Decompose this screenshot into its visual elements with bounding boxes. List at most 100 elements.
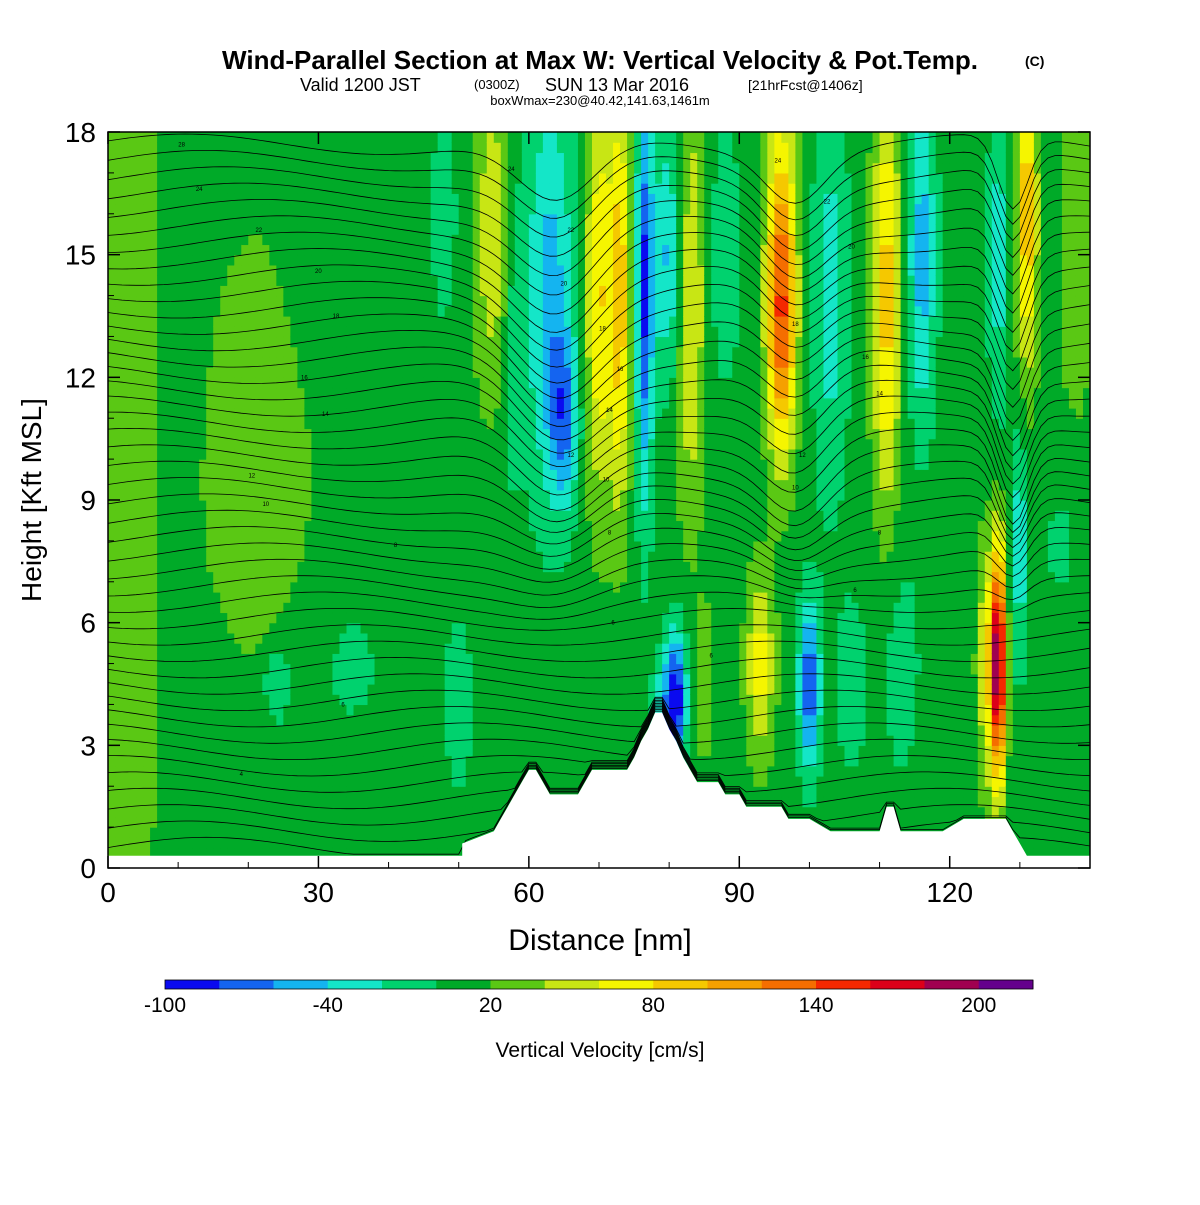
velocity-cell xyxy=(318,551,327,562)
velocity-cell xyxy=(500,213,509,225)
velocity-cell xyxy=(171,806,179,818)
velocity-cell xyxy=(108,193,116,205)
velocity-cell xyxy=(353,500,362,511)
velocity-cell xyxy=(563,714,572,726)
velocity-cell xyxy=(395,428,404,440)
velocity-cell xyxy=(374,551,383,562)
velocity-cell xyxy=(493,326,502,338)
velocity-cell xyxy=(577,356,586,368)
velocity-cell xyxy=(353,142,362,154)
velocity-cell xyxy=(437,295,446,307)
velocity-cell xyxy=(185,285,193,297)
velocity-cell xyxy=(542,622,551,634)
velocity-cell xyxy=(556,755,565,767)
velocity-cell xyxy=(332,387,341,399)
velocity-cell xyxy=(199,448,207,460)
velocity-cell xyxy=(234,684,242,695)
velocity-cell xyxy=(444,602,453,614)
velocity-cell xyxy=(290,704,298,716)
velocity-cell xyxy=(206,448,214,460)
velocity-cell xyxy=(339,459,348,470)
velocity-cell xyxy=(458,193,467,205)
velocity-cell xyxy=(458,469,467,481)
velocity-cell xyxy=(430,213,439,225)
plot-area: 2824222018161412108642422201816141210866… xyxy=(108,132,1090,868)
velocity-cell xyxy=(584,326,593,338)
velocity-cell xyxy=(563,724,572,736)
velocity-cell xyxy=(542,387,551,399)
velocity-cell xyxy=(206,827,214,838)
velocity-cell xyxy=(248,152,256,164)
velocity-cell xyxy=(297,704,305,716)
velocity-cell xyxy=(332,326,341,338)
velocity-cell xyxy=(318,643,327,654)
velocity-cell xyxy=(192,694,200,706)
velocity-cell xyxy=(437,234,446,246)
velocity-cell xyxy=(185,581,193,593)
velocity-cell xyxy=(584,602,593,614)
velocity-cell xyxy=(276,367,284,378)
velocity-cell xyxy=(423,837,432,849)
velocity-cell xyxy=(493,152,502,164)
velocity-cell xyxy=(283,183,291,194)
velocity-cell xyxy=(542,643,551,654)
velocity-cell xyxy=(311,796,320,808)
velocity-cell xyxy=(206,776,214,787)
velocity-cell xyxy=(374,418,383,430)
velocity-cell xyxy=(255,152,263,164)
velocity-cell xyxy=(493,264,502,276)
velocity-cell xyxy=(269,438,277,450)
velocity-cell xyxy=(199,224,207,235)
velocity-cell xyxy=(304,448,313,460)
velocity-cell xyxy=(297,387,305,399)
velocity-cell xyxy=(164,418,172,430)
velocity-cell xyxy=(220,438,228,450)
velocity-cell xyxy=(346,837,355,849)
velocity-cell xyxy=(346,356,355,368)
velocity-cell xyxy=(521,387,530,399)
velocity-cell xyxy=(402,530,411,542)
velocity-cell xyxy=(395,162,404,174)
velocity-cell xyxy=(451,193,460,205)
velocity-cell xyxy=(136,612,144,624)
velocity-cell xyxy=(339,469,348,481)
velocity-cell xyxy=(178,172,186,184)
velocity-cell xyxy=(283,632,291,644)
velocity-cell xyxy=(416,776,425,787)
velocity-cell xyxy=(283,203,291,215)
velocity-cell xyxy=(115,745,123,757)
velocity-cell xyxy=(164,704,172,716)
velocity-cell xyxy=(108,704,116,716)
velocity-cell xyxy=(360,622,369,634)
velocity-cell xyxy=(178,275,186,286)
velocity-cell xyxy=(157,684,165,695)
velocity-cell xyxy=(556,305,565,317)
velocity-cell xyxy=(255,489,263,501)
velocity-cell xyxy=(108,285,116,297)
velocity-cell xyxy=(339,510,348,522)
velocity-cell xyxy=(297,224,305,235)
velocity-cell xyxy=(150,213,158,225)
velocity-cell xyxy=(577,162,586,174)
velocity-cell xyxy=(136,500,144,511)
velocity-cell xyxy=(584,234,593,246)
velocity-cell xyxy=(297,448,305,460)
velocity-cell xyxy=(171,438,179,450)
velocity-cell xyxy=(556,602,565,614)
velocity-cell xyxy=(388,408,397,419)
velocity-cell xyxy=(304,132,313,143)
velocity-cell xyxy=(395,765,404,777)
velocity-cell xyxy=(451,684,460,695)
velocity-cell xyxy=(465,714,474,726)
velocity-cell xyxy=(332,254,341,266)
velocity-cell xyxy=(269,193,277,205)
velocity-cell xyxy=(318,612,327,624)
velocity-cell xyxy=(409,408,418,419)
velocity-cell xyxy=(402,694,411,706)
velocity-cell xyxy=(577,765,586,777)
velocity-cell xyxy=(332,152,341,164)
velocity-cell xyxy=(136,254,144,266)
velocity-cell xyxy=(220,152,228,164)
velocity-cell xyxy=(269,244,277,256)
velocity-cell xyxy=(458,806,467,818)
